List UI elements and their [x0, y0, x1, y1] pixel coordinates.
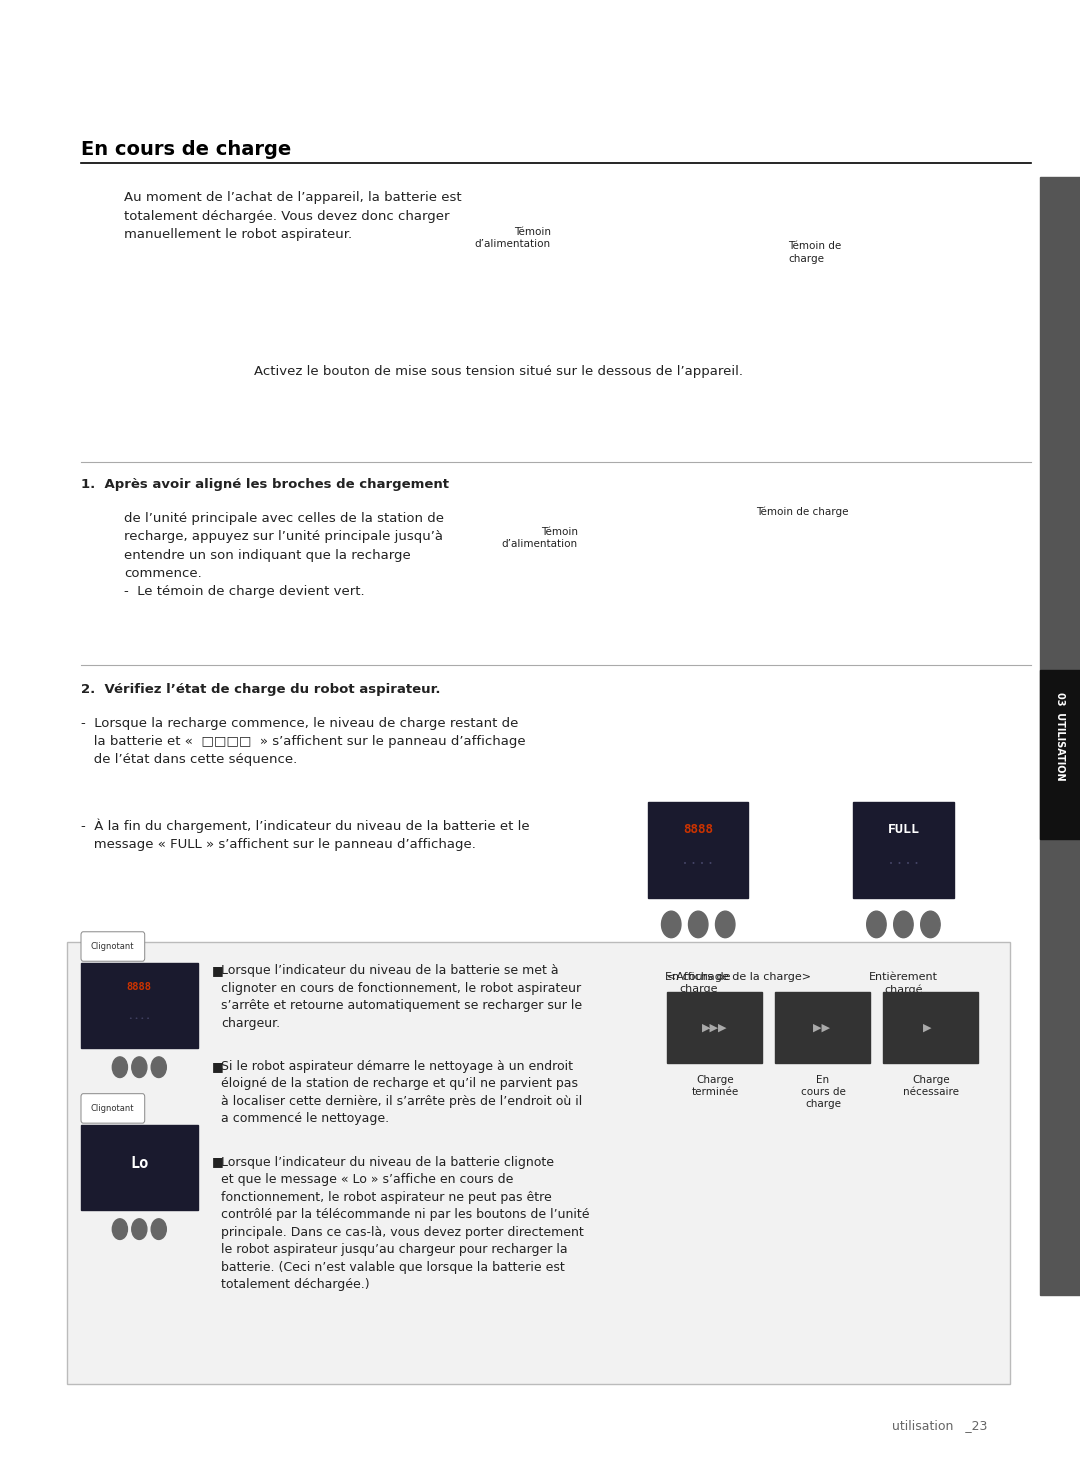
Circle shape — [920, 911, 941, 938]
Text: -  Lorsque la recharge commence, le niveau de charge restant de
   la batterie e: - Lorsque la recharge commence, le nivea… — [81, 717, 526, 767]
Bar — [883, 992, 978, 1063]
Text: ■: ■ — [212, 964, 224, 977]
Text: Lo: Lo — [131, 1156, 148, 1170]
Text: Entièrement
chargé: Entièrement chargé — [869, 972, 937, 995]
Text: Si le robot aspirateur démarre le nettoyage à un endroit
éloigné de la station d: Si le robot aspirateur démarre le nettoy… — [221, 1060, 582, 1125]
Text: -  À la fin du chargement, l’indicateur du niveau de la batterie et le
   messag: - À la fin du chargement, l’indicateur d… — [81, 818, 529, 851]
Text: En cours de
charge: En cours de charge — [665, 972, 731, 994]
Circle shape — [132, 1219, 147, 1239]
Text: Témoin de charge: Témoin de charge — [756, 506, 849, 517]
Circle shape — [715, 911, 735, 938]
Circle shape — [866, 911, 886, 938]
Bar — [81, 1125, 198, 1210]
Bar — [775, 992, 870, 1063]
Text: Au moment de l’achat de l’appareil, la batterie est
totalement déchargée. Vous d: Au moment de l’achat de l’appareil, la b… — [124, 191, 462, 241]
Circle shape — [151, 1219, 166, 1239]
Circle shape — [132, 1057, 147, 1078]
Text: 2.  Vérifiez l’état de charge du robot aspirateur.: 2. Vérifiez l’état de charge du robot as… — [81, 683, 441, 696]
Text: En cours de charge: En cours de charge — [81, 140, 292, 159]
Text: Témoin
d’alimentation: Témoin d’alimentation — [502, 527, 578, 549]
Text: En
cours de
charge: En cours de charge — [800, 1075, 846, 1110]
Text: ▶: ▶ — [923, 1023, 939, 1032]
Text: Charge
terminée: Charge terminée — [691, 1075, 739, 1097]
Text: 8888: 8888 — [126, 982, 152, 992]
Text: FULL: FULL — [888, 823, 919, 836]
Text: 1.  Après avoir aligné les broches de chargement: 1. Après avoir aligné les broches de cha… — [81, 478, 449, 492]
Text: Activez le bouton de mise sous tension situé sur le dessous de l’appareil.: Activez le bouton de mise sous tension s… — [254, 365, 743, 378]
Text: Lorsque l’indicateur du niveau de la batterie se met à
clignoter en cours de fon: Lorsque l’indicateur du niveau de la bat… — [221, 964, 582, 1029]
FancyBboxPatch shape — [81, 932, 145, 961]
Circle shape — [661, 911, 680, 938]
Text: de l’unité principale avec celles de la station de
recharge, appuyez sur l’unité: de l’unité principale avec celles de la … — [124, 512, 444, 598]
Text: ▶▶: ▶▶ — [813, 1023, 833, 1032]
Text: ■: ■ — [212, 1156, 224, 1169]
Text: 8888: 8888 — [684, 823, 713, 836]
Text: Témoin
d’alimentation: Témoin d’alimentation — [475, 227, 551, 249]
Text: 03  UTILISATION: 03 UTILISATION — [1055, 692, 1065, 780]
Text: Lorsque l’indicateur du niveau de la batterie clignote
et que le message « Lo » : Lorsque l’indicateur du niveau de la bat… — [221, 1156, 590, 1291]
Bar — [81, 963, 198, 1048]
Bar — [853, 802, 954, 898]
FancyBboxPatch shape — [81, 1094, 145, 1123]
Text: <Affichage de la charge>: <Affichage de la charge> — [667, 972, 811, 982]
Bar — [667, 992, 762, 1063]
Bar — [1040, 177, 1080, 1295]
Text: ■: ■ — [212, 1060, 224, 1073]
Bar — [1040, 670, 1080, 839]
Text: utilisation   _23: utilisation _23 — [892, 1419, 987, 1432]
Circle shape — [689, 911, 708, 938]
Circle shape — [112, 1057, 127, 1078]
Text: Clignotant: Clignotant — [91, 1104, 134, 1113]
Text: • • • •: • • • • — [129, 1016, 150, 1020]
Text: Clignotant: Clignotant — [91, 942, 134, 951]
Bar — [648, 802, 748, 898]
Text: •  •  •  •: • • • • — [684, 861, 713, 867]
Text: •  •  •  •: • • • • — [889, 861, 918, 867]
Text: Témoin de
charge: Témoin de charge — [788, 241, 841, 263]
Text: ▶▶▶: ▶▶▶ — [702, 1023, 728, 1032]
Circle shape — [894, 911, 914, 938]
Bar — [67, 942, 1010, 1384]
Circle shape — [112, 1219, 127, 1239]
Text: Charge
nécessaire: Charge nécessaire — [903, 1075, 959, 1097]
Circle shape — [151, 1057, 166, 1078]
